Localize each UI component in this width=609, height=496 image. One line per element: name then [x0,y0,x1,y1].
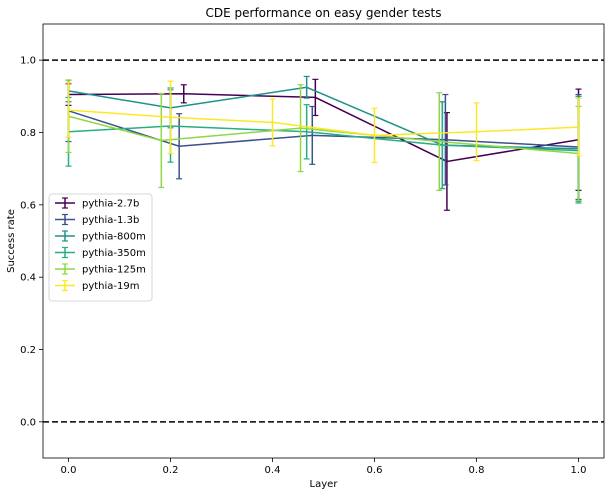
y-tick-label: 0.8 [20,128,36,139]
x-axis-ticks: 0.0 0.2 0.4 0.6 0.8 1.0 [61,458,587,476]
y-tick-label: 0.6 [20,200,36,211]
plot-frame [42,23,605,459]
legend-label: pythia-800m [82,232,146,243]
x-tick-label: 0.6 [367,465,383,476]
x-axis-label: Layer [310,479,339,490]
y-tick-label: 0.2 [20,345,36,356]
reference-lines [43,59,604,423]
y-tick-label: 1.0 [20,56,36,67]
legend-label: pythia-19m [82,281,140,292]
x-tick-label: 1.0 [571,465,587,476]
legend-label: pythia-350m [82,248,146,259]
legend-label: pythia-1.3b [82,215,139,226]
y-tick-label: 0.4 [20,273,36,284]
legend-item: pythia-2.7b [55,197,139,210]
x-tick-label: 0.8 [469,465,485,476]
y-tick-label: 0.0 [20,417,36,428]
legend-item: pythia-19m [55,279,140,292]
legend-item: pythia-1.3b [55,213,139,226]
legend-label: pythia-2.7b [82,199,139,210]
series-pythia-19m [65,80,582,164]
y-axis-label: Success rate [6,209,17,273]
legend-label: pythia-125m [82,265,146,276]
legend-item: pythia-350m [55,246,146,259]
chart-title: CDE performance on easy gender tests [206,6,442,20]
x-tick-label: 0.4 [265,465,281,476]
series-layer [65,75,582,211]
legend: pythia-2.7b pythia-1.3b pythia-800m pythia-… [48,193,153,302]
legend-box [48,193,153,302]
series-line [68,109,579,137]
x-tick-label: 0.0 [61,465,77,476]
y-axis-ticks: 0.0 0.2 0.4 0.6 0.8 1.0 [20,56,43,428]
legend-item: pythia-125m [55,263,146,276]
legend-item: pythia-800m [55,230,146,243]
x-tick-label: 0.2 [163,465,179,476]
